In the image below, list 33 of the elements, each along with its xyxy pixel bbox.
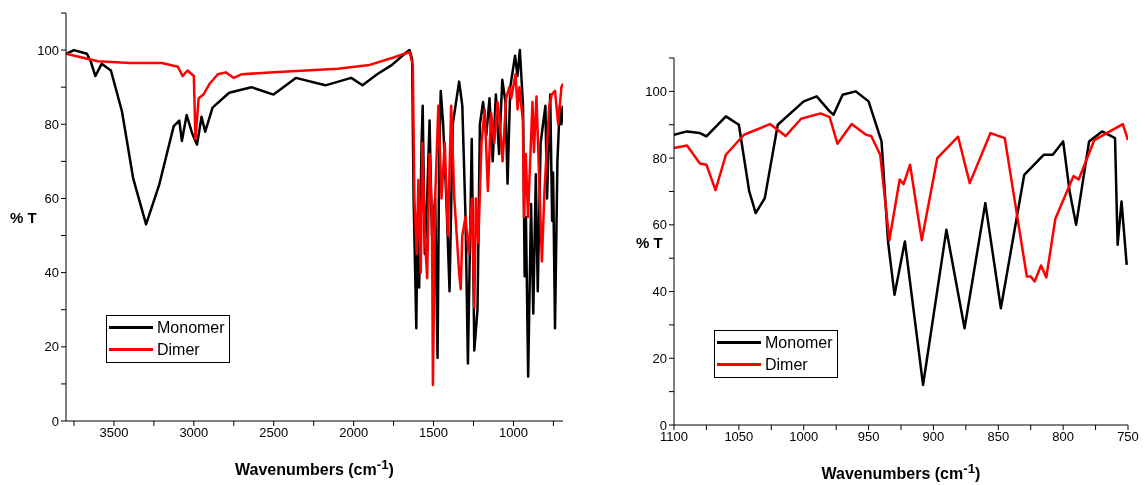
legend-label: Dimer (157, 339, 200, 360)
line-series (674, 112, 1128, 283)
x-tick-label: 2500 (259, 425, 289, 441)
y-axis-title: % T (10, 209, 37, 226)
legend-label: Monomer (157, 317, 225, 338)
y-tick-label: 80 (652, 150, 667, 166)
y-tick-label: 0 (51, 413, 59, 429)
x-tick-label: 900 (922, 429, 945, 445)
x-axis-title: Wavenumbers (cm$^{-1}$) (234, 457, 395, 480)
x-tick-label: 1050 (724, 429, 754, 445)
x-tick-label: 2000 (339, 425, 369, 441)
x-tick-label: 800 (1052, 429, 1074, 445)
y-tick-label: 80 (44, 116, 59, 132)
legend-label: Monomer (765, 332, 833, 353)
x-tick-label: 3000 (179, 425, 209, 441)
y-tick-label: 100 (645, 83, 667, 99)
x-tick-label: 850 (987, 429, 1010, 445)
y-tick-label: 60 (44, 191, 59, 207)
y-axis-title: % T (636, 233, 663, 251)
y-tick-label: 20 (44, 339, 59, 355)
y-tick-label: 60 (652, 217, 667, 233)
y-tick-label: 40 (44, 265, 59, 281)
y-tick-label: 100 (37, 42, 59, 58)
x-tick-label: 750 (1117, 429, 1139, 445)
x-tick-label: 1000 (499, 425, 528, 441)
x-tick-label: 3500 (99, 425, 129, 441)
x-tick-label: 1500 (419, 425, 449, 441)
y-tick-label: 40 (652, 284, 667, 300)
x-tick-label: 1000 (789, 429, 819, 445)
x-tick-label: 950 (857, 429, 880, 445)
y-tick-label: 20 (652, 350, 667, 366)
legend-label: Dimer (765, 354, 808, 375)
x-axis-title: Wavenumbers (cm$^{-1}$) (820, 461, 982, 484)
